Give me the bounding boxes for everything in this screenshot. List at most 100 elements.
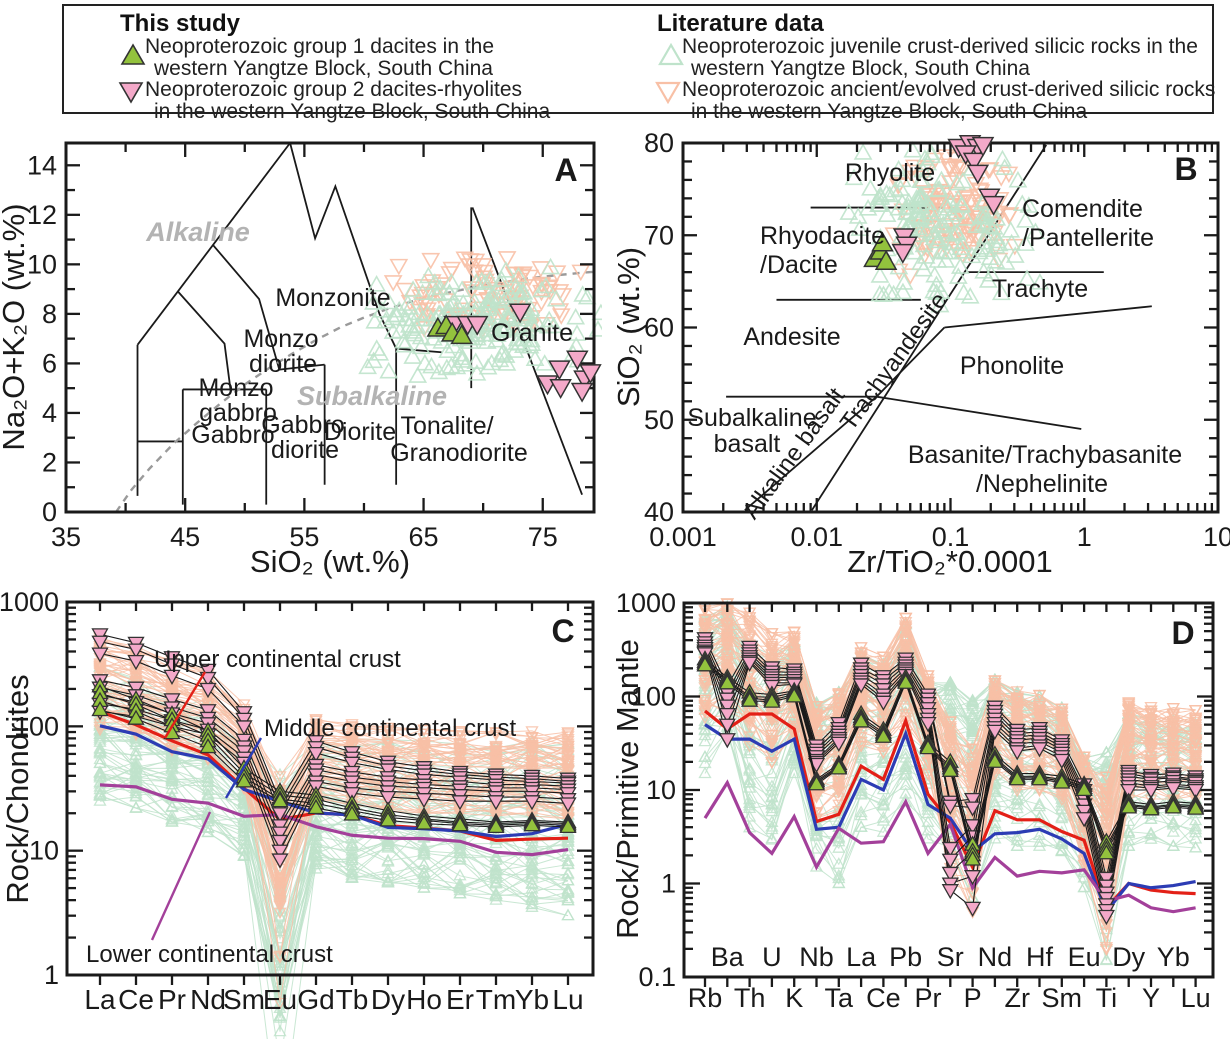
- y-tick-label-D: 1: [661, 869, 676, 899]
- annotation-lower-continental-crust-text: Lower continental crust: [86, 941, 333, 968]
- field-label-trachyandesite: Trachyandesite: [835, 288, 953, 436]
- cat-label-Y: Y: [1142, 983, 1160, 1013]
- panel-D: 0.1 1 10 100 1000 Rb Th K Ta Ce Pr P Zr Sm Ti Y Lu Ba U Nb L…: [610, 588, 1215, 1013]
- field-label-gabbro: Gabbro: [191, 421, 274, 449]
- axes-frame-D: 0.1 1 10 100 1000: [616, 588, 1215, 992]
- cat-label-U: U: [762, 942, 782, 972]
- axes-frame-C: 1 10 100 1000: [0, 587, 595, 990]
- x-axis-title-b: Zr/TiO₂*0.0001: [847, 544, 1053, 579]
- legend-marker-group2-icon: [118, 82, 144, 104]
- field-label-comendite-2: /Pantellerite: [1022, 224, 1154, 252]
- panel-letter-b: B: [1174, 151, 1197, 187]
- field-label-basanite-2: /Nephelinite: [976, 470, 1108, 498]
- cat-label-Sr: Sr: [937, 942, 964, 972]
- panel-C: 1 10 100 1000 Upper continental crust Middle …: [0, 587, 595, 1039]
- cat-label-K: K: [785, 983, 803, 1013]
- legend-item-group2-line2: in the western Yangtze Block, South Chin…: [154, 100, 551, 123]
- cat-label-Th: Th: [734, 983, 766, 1013]
- legend-title-literature: Literature data: [657, 10, 824, 37]
- panel-A: 35 45 55 65 75 0 2 4 6 8 10 12 14 Alkaline Monzonite Mo…: [0, 141, 602, 579]
- cat-label-Eu: Eu: [263, 984, 297, 1015]
- field-label-monzogabbro-2: gabbro: [199, 399, 277, 427]
- cat-label-La: La: [846, 942, 877, 972]
- x-tick-label-B: 0.01: [790, 522, 843, 552]
- x-tick-label-A: 35: [51, 522, 81, 552]
- cat-label-Er: Er: [446, 984, 474, 1015]
- cat-label-Nd: Nd: [190, 984, 226, 1015]
- x-tick-label-A: 75: [528, 522, 558, 552]
- field-label-basanite-1: Basanite/Trachybasanite: [908, 441, 1182, 469]
- study-series-group1-dacites-C: [91, 677, 577, 834]
- cat-label-Ti: Ti: [1096, 983, 1118, 1013]
- y-axis-title-a: Na₂O+K₂O (wt.%): [0, 203, 31, 450]
- refline-lower-continental-crust-C: [99, 783, 569, 857]
- field-label-gabbro-diorite-1: Gabbro: [261, 411, 344, 439]
- y-tick-label-A: 6: [42, 348, 57, 378]
- field-label-monzodiorite-2: diorite: [249, 350, 317, 378]
- series-group2-dacites-rhyolites-A: [443, 303, 602, 403]
- refline-middle-continental-crust-C: [99, 724, 569, 839]
- y-tick-label-B: 70: [644, 220, 674, 250]
- field-label-gabbro-diorite-2: diorite: [271, 436, 339, 464]
- panel-letter-d: D: [1171, 615, 1194, 651]
- y-tick-label-C: 1: [44, 960, 59, 990]
- series-group1-dacites-B: [863, 231, 898, 270]
- panel-letter-a: A: [554, 152, 577, 188]
- field-label-tonalite-1: Tonalite/: [400, 412, 493, 440]
- cat-label-Lu: Lu: [552, 984, 583, 1015]
- field-label-rhyolite: Rhyolite: [845, 159, 935, 187]
- cat-label-Ta: Ta: [825, 983, 855, 1013]
- cat-label-Ho: Ho: [406, 984, 442, 1015]
- y-axis-title-d: Rock/Primitive Mantle: [610, 639, 645, 939]
- cat-label-Hf: Hf: [1026, 942, 1053, 972]
- x-axis-title-a: SiO₂ (wt.%): [250, 544, 410, 579]
- cat-label-Sm: Sm: [1042, 983, 1083, 1013]
- cat-label-Dy: Dy: [371, 984, 405, 1015]
- field-label-subalkaline-basalt-2: basalt: [714, 430, 781, 458]
- legend-item-ancient-line1: Neoproterozoic ancient/evolved crust-der…: [682, 78, 1216, 101]
- y-tick-label-C: 1000: [0, 587, 59, 617]
- y-tick-label-A: 8: [42, 299, 57, 329]
- refline-middle-continental-crust-D: [704, 723, 1196, 915]
- cat-label-Tm: Tm: [476, 984, 516, 1015]
- cat-label-Zr: Zr: [1004, 983, 1029, 1013]
- annotation-middle-continental-crust-text: Middle continental crust: [264, 715, 516, 742]
- y-tick-label-B: 60: [644, 313, 674, 343]
- cat-label-Tb: Tb: [336, 984, 369, 1015]
- annotation-middle-continental-crust: Middle continental crust: [224, 715, 516, 799]
- legend-title-this-study: This study: [120, 10, 241, 37]
- cat-label-Dy: Dy: [1112, 942, 1145, 972]
- y-tick-label-C: 100: [14, 711, 59, 741]
- study-series-group2-dacites-rhyolites-D: [696, 632, 1205, 926]
- field-label-trachyte: Trachyte: [992, 275, 1088, 303]
- y-tick-label-B: 40: [644, 497, 674, 527]
- legend-item-group1-line1: Neoproterozoic group 1 dacites in the: [145, 35, 495, 58]
- field-label-alkaline: Alkaline: [145, 217, 250, 247]
- field-label-diorite: Diorite: [324, 418, 396, 446]
- cat-label-Nb: Nb: [799, 942, 834, 972]
- cat-label-Ce: Ce: [866, 983, 901, 1013]
- y-tick-label-D: 1000: [616, 588, 676, 618]
- annotation-upper-continental-crust-text: Upper continental crust: [154, 646, 401, 673]
- field-label-monzonite: Monzonite: [275, 284, 390, 312]
- legend-marker-group1-icon: [120, 43, 146, 65]
- field-label-monzodiorite-1: Monzo: [243, 325, 318, 353]
- y-axis-title-c: Rock/Chondrites: [0, 674, 35, 903]
- cat-label-Pr: Pr: [915, 983, 942, 1013]
- annotation-lower-continental-crust: Lower continental crust: [86, 811, 333, 968]
- field-label-comendite-1: Comendite: [1022, 195, 1143, 223]
- y-tick-label-B: 50: [644, 405, 674, 435]
- x-tick-label-A: 45: [170, 522, 200, 552]
- x-tick-label-A: 65: [409, 522, 439, 552]
- cat-label-Lu: Lu: [1181, 983, 1211, 1013]
- cat-label-P: P: [964, 983, 982, 1013]
- legend-item-group2-line1: Neoproterozoic group 2 dacites-rhyolites: [145, 78, 523, 101]
- y-tick-label-D: 0.1: [638, 962, 676, 992]
- field-label-rhyodacite-1: Rhyodacite: [760, 222, 885, 250]
- legend-marker-ancient-icon: [655, 81, 681, 104]
- y-tick-label-C: 10: [29, 836, 59, 866]
- y-tick-label-B: 80: [644, 128, 674, 158]
- field-label-tonalite-2: Granodiorite: [390, 439, 528, 467]
- axes-frame-B: 0.001 0.01 0.1 1 10 40 50 60 70 80: [644, 128, 1230, 552]
